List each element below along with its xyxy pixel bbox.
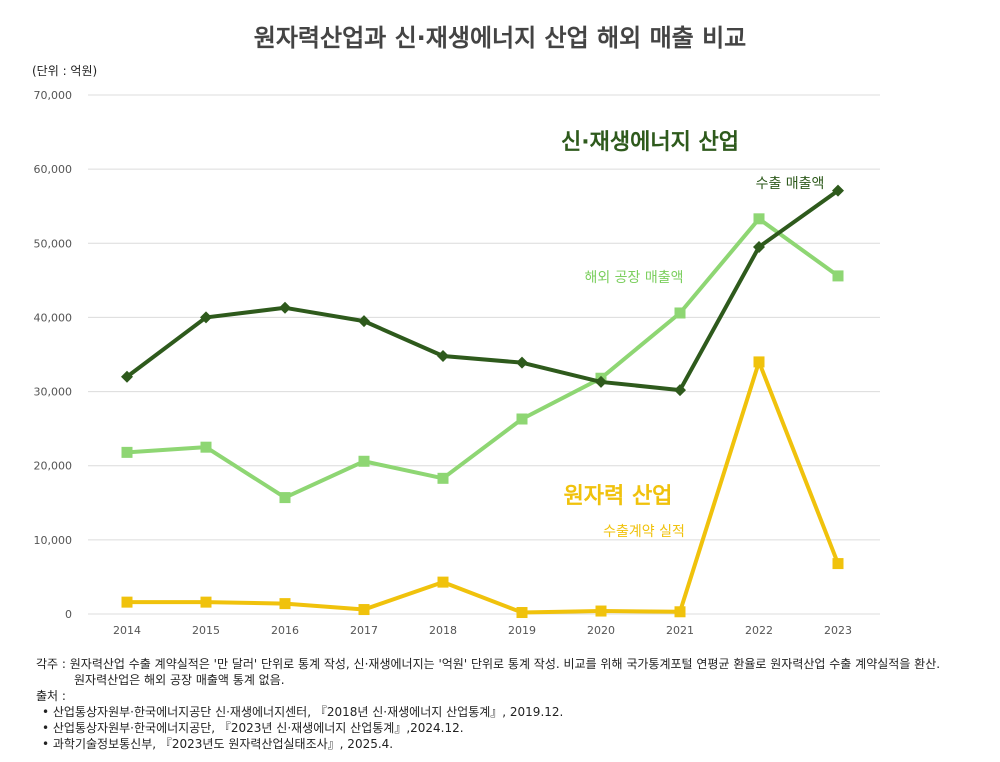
data-point [437, 349, 449, 362]
data-point [358, 455, 370, 467]
data-point [200, 311, 212, 324]
series-2 [121, 356, 844, 619]
x-tick-label: 2018 [429, 624, 457, 637]
data-point [595, 375, 607, 388]
gridlines [88, 94, 880, 615]
data-point [753, 240, 765, 253]
y-tick-label: 60,000 [34, 163, 73, 176]
source-heading: 출처 : [36, 689, 66, 703]
data-point [832, 558, 844, 570]
data-point [516, 356, 528, 369]
chart-title: 원자력산업과 신·재생에너지 산업 해외 매출 비교 [253, 24, 747, 52]
y-tick-label: 10,000 [34, 534, 73, 547]
data-point [121, 596, 133, 608]
series-line [125, 189, 840, 393]
x-tick-label: 2020 [587, 624, 615, 637]
data-point [674, 307, 686, 319]
x-tick-label: 2015 [192, 624, 220, 637]
annotation-renewable-export: 수출 매출액 [756, 176, 825, 192]
data-point [279, 301, 291, 314]
data-point [279, 598, 291, 610]
data-point [437, 472, 449, 484]
data-point [516, 413, 528, 425]
data-point [121, 446, 133, 458]
annotations: 신·재생에너지 산업 수출 매출액 해외 공장 매출액 원자력 산업 수출계약 … [561, 130, 824, 540]
y-tick-label: 20,000 [34, 460, 73, 473]
data-point [674, 606, 686, 618]
series-line [126, 216, 840, 500]
y-tick-label: 50,000 [34, 237, 73, 250]
x-tick-label: 2017 [350, 624, 378, 637]
x-tick-label: 2023 [824, 624, 852, 637]
source-item: • 산업통상자원부·한국에너지공단, 『2023년 신·재생에너지 산업통계』,… [42, 721, 464, 735]
footnotes: 각주 : 원자력산업 수출 계약실적은 '만 달러' 단위로 통계 작성, 신·… [36, 656, 940, 752]
x-tick-label: 2016 [271, 624, 299, 637]
unit-label: (단위 : 억원) [32, 64, 98, 78]
line-chart: 0 10,000 20,000 30,000 40,000 50,000 60,000 70,… [34, 89, 880, 637]
annotation-nuclear-group: 원자력 산업 [564, 484, 673, 509]
y-tick-label: 30,000 [34, 386, 73, 399]
data-point [200, 441, 212, 453]
data-point [516, 607, 528, 619]
caption-line-1: 각주 : 원자력산업 수출 계약실적은 '만 달러' 단위로 통계 작성, 신·… [36, 657, 941, 671]
annotation-renewable-group: 신·재생에너지 산업 [561, 130, 739, 155]
data-point [595, 605, 607, 617]
data-point [358, 315, 370, 328]
source-item: • 산업통상자원부·한국에너지공단 신·재생에너지센터, 『2018년 신·재생… [42, 705, 564, 719]
data-point [437, 576, 449, 588]
data-point [358, 604, 370, 616]
caption-line-2: 원자력산업은 해외 공장 매출액 통계 없음. [74, 673, 285, 687]
data-point [279, 492, 291, 504]
x-tick-label: 2019 [508, 624, 536, 637]
annotation-renewable-overseas: 해외 공장 매출액 [584, 270, 683, 286]
data-point [753, 213, 765, 225]
source-item: • 과학기술정보통신부, 『2023년도 원자력산업실태조사』, 2025.4. [42, 737, 394, 751]
x-axis-ticks: 2014 2015 2016 2017 2018 2019 2020 2021 2022 2023 [113, 624, 852, 637]
x-tick-label: 2022 [745, 624, 773, 637]
x-tick-label: 2021 [666, 624, 694, 637]
data-point [200, 596, 212, 608]
data-point [832, 184, 844, 197]
series-line [127, 359, 840, 615]
x-tick-label: 2014 [113, 624, 141, 637]
y-axis-ticks: 0 10,000 20,000 30,000 40,000 50,000 60,000 70,… [34, 89, 73, 621]
data-point [753, 356, 765, 368]
data-point [674, 384, 686, 397]
data-point [832, 270, 844, 282]
series-1 [121, 213, 844, 504]
y-tick-label: 70,000 [34, 89, 73, 102]
series-0 [121, 184, 844, 397]
data-point [121, 370, 133, 383]
y-tick-label: 0 [65, 608, 72, 621]
annotation-nuclear-series: 수출계약 실적 [603, 524, 685, 540]
y-tick-label: 40,000 [34, 311, 73, 324]
series-lines [121, 184, 844, 619]
